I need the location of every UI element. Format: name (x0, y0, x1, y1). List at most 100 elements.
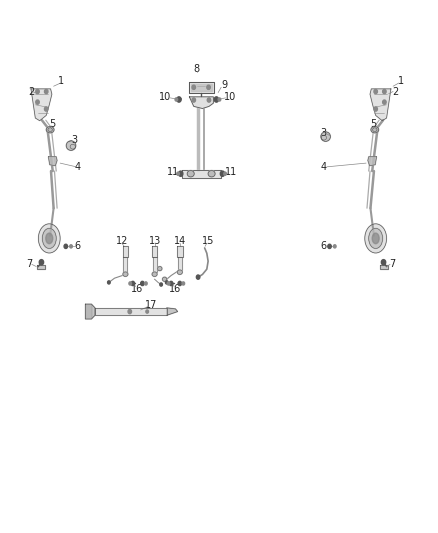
Text: 5: 5 (371, 119, 377, 130)
Text: 2: 2 (28, 86, 34, 96)
Circle shape (45, 90, 48, 94)
Ellipse shape (371, 126, 379, 133)
Polygon shape (31, 89, 52, 120)
Circle shape (214, 97, 219, 102)
Circle shape (374, 107, 378, 111)
Ellipse shape (177, 270, 182, 274)
Text: 11: 11 (167, 167, 180, 177)
Polygon shape (191, 84, 212, 91)
Circle shape (160, 283, 162, 286)
Circle shape (129, 282, 131, 285)
Text: 3: 3 (320, 128, 326, 138)
Circle shape (145, 282, 147, 285)
Circle shape (36, 100, 39, 104)
Text: 1: 1 (57, 76, 64, 86)
Polygon shape (167, 308, 178, 316)
Ellipse shape (152, 272, 157, 277)
Polygon shape (189, 97, 213, 109)
Circle shape (146, 310, 148, 313)
Circle shape (374, 90, 378, 94)
Text: 14: 14 (174, 236, 186, 246)
Text: 7: 7 (27, 260, 33, 269)
Text: 7: 7 (389, 260, 396, 269)
Ellipse shape (208, 171, 215, 177)
Text: 3: 3 (71, 135, 78, 146)
Polygon shape (370, 89, 391, 120)
Circle shape (196, 275, 200, 279)
Circle shape (177, 172, 180, 175)
Polygon shape (95, 308, 167, 316)
Circle shape (179, 171, 183, 176)
Circle shape (141, 281, 144, 286)
Ellipse shape (162, 277, 167, 281)
Text: 11: 11 (225, 167, 237, 177)
Text: 4: 4 (320, 162, 326, 172)
Polygon shape (85, 304, 95, 319)
Text: 2: 2 (392, 86, 399, 96)
Circle shape (45, 107, 48, 111)
Ellipse shape (42, 228, 56, 248)
Text: 8: 8 (194, 64, 200, 74)
Polygon shape (178, 257, 182, 270)
Text: 5: 5 (49, 119, 56, 130)
Ellipse shape (372, 233, 379, 244)
Text: 6: 6 (320, 241, 326, 252)
Polygon shape (188, 82, 214, 93)
Circle shape (177, 97, 181, 102)
Circle shape (381, 260, 386, 265)
Circle shape (207, 98, 211, 102)
Ellipse shape (321, 132, 330, 141)
Text: 12: 12 (116, 236, 128, 246)
Circle shape (39, 260, 44, 265)
Circle shape (36, 90, 39, 94)
Polygon shape (124, 257, 127, 272)
Ellipse shape (365, 224, 387, 253)
Text: 10: 10 (159, 92, 171, 102)
Text: 16: 16 (170, 284, 182, 294)
Circle shape (70, 245, 72, 248)
Text: 9: 9 (221, 80, 227, 90)
Circle shape (131, 281, 134, 286)
Ellipse shape (66, 141, 76, 150)
Ellipse shape (39, 224, 60, 253)
Circle shape (218, 98, 221, 101)
Polygon shape (48, 157, 57, 166)
Circle shape (128, 310, 131, 314)
Circle shape (64, 244, 67, 248)
Text: 13: 13 (148, 236, 161, 246)
Polygon shape (182, 170, 221, 178)
Polygon shape (380, 265, 388, 269)
Circle shape (167, 282, 170, 285)
Circle shape (175, 98, 178, 101)
Circle shape (383, 100, 386, 104)
Text: 4: 4 (74, 162, 81, 172)
Text: 17: 17 (145, 300, 158, 310)
Text: 15: 15 (202, 236, 214, 246)
Circle shape (224, 172, 226, 175)
Text: 1: 1 (398, 76, 404, 86)
Polygon shape (37, 265, 45, 269)
Polygon shape (152, 257, 156, 272)
Circle shape (333, 245, 336, 248)
Ellipse shape (46, 126, 54, 133)
Circle shape (192, 85, 195, 90)
Ellipse shape (158, 266, 162, 271)
Circle shape (207, 85, 210, 90)
Circle shape (170, 281, 173, 286)
Polygon shape (123, 246, 128, 257)
Polygon shape (177, 246, 183, 257)
Circle shape (182, 282, 185, 285)
Circle shape (383, 90, 386, 94)
Text: 16: 16 (131, 284, 143, 294)
Circle shape (192, 98, 195, 102)
Ellipse shape (369, 228, 383, 248)
Polygon shape (368, 157, 377, 166)
Circle shape (178, 281, 182, 286)
Circle shape (220, 171, 225, 176)
Text: 10: 10 (224, 92, 236, 102)
Ellipse shape (46, 233, 53, 244)
Ellipse shape (123, 272, 128, 277)
Ellipse shape (187, 171, 194, 177)
Text: 6: 6 (74, 241, 81, 252)
Circle shape (108, 281, 110, 284)
